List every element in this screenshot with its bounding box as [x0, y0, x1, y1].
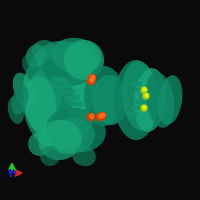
Ellipse shape	[146, 72, 174, 128]
Ellipse shape	[42, 42, 98, 86]
Ellipse shape	[28, 132, 52, 156]
FancyBboxPatch shape	[131, 82, 141, 86]
Ellipse shape	[122, 61, 158, 131]
Circle shape	[99, 114, 103, 118]
Ellipse shape	[13, 73, 35, 107]
Ellipse shape	[158, 75, 182, 125]
FancyBboxPatch shape	[51, 76, 69, 84]
Ellipse shape	[26, 66, 62, 126]
FancyBboxPatch shape	[127, 112, 137, 116]
Ellipse shape	[92, 75, 128, 125]
FancyBboxPatch shape	[135, 88, 145, 92]
Ellipse shape	[26, 44, 46, 68]
FancyBboxPatch shape	[61, 89, 75, 95]
Ellipse shape	[114, 60, 158, 140]
Ellipse shape	[23, 52, 89, 148]
Ellipse shape	[40, 146, 60, 166]
Ellipse shape	[38, 120, 82, 160]
Circle shape	[143, 106, 146, 109]
Ellipse shape	[34, 50, 94, 134]
Circle shape	[91, 75, 95, 79]
FancyBboxPatch shape	[55, 83, 73, 89]
FancyBboxPatch shape	[69, 101, 83, 107]
Ellipse shape	[134, 68, 166, 132]
Circle shape	[88, 74, 96, 82]
Ellipse shape	[22, 41, 98, 151]
FancyBboxPatch shape	[64, 95, 80, 101]
FancyBboxPatch shape	[131, 106, 141, 110]
FancyBboxPatch shape	[135, 100, 145, 104]
Circle shape	[143, 93, 149, 99]
Ellipse shape	[46, 108, 106, 152]
Ellipse shape	[32, 40, 56, 60]
Ellipse shape	[72, 146, 96, 166]
Ellipse shape	[64, 40, 104, 80]
Circle shape	[141, 87, 147, 93]
Circle shape	[101, 113, 105, 117]
Circle shape	[90, 114, 94, 118]
Circle shape	[145, 94, 148, 97]
FancyBboxPatch shape	[139, 94, 149, 98]
Circle shape	[96, 113, 104, 121]
Circle shape	[143, 88, 146, 91]
Ellipse shape	[24, 76, 56, 132]
Circle shape	[87, 113, 95, 121]
Circle shape	[141, 105, 147, 111]
Ellipse shape	[45, 118, 95, 154]
Ellipse shape	[27, 56, 73, 124]
Ellipse shape	[11, 85, 29, 115]
Circle shape	[98, 112, 106, 120]
Ellipse shape	[22, 54, 38, 74]
Circle shape	[90, 78, 94, 82]
Ellipse shape	[84, 66, 124, 126]
Ellipse shape	[8, 96, 24, 124]
Ellipse shape	[51, 38, 101, 74]
Circle shape	[87, 77, 95, 85]
